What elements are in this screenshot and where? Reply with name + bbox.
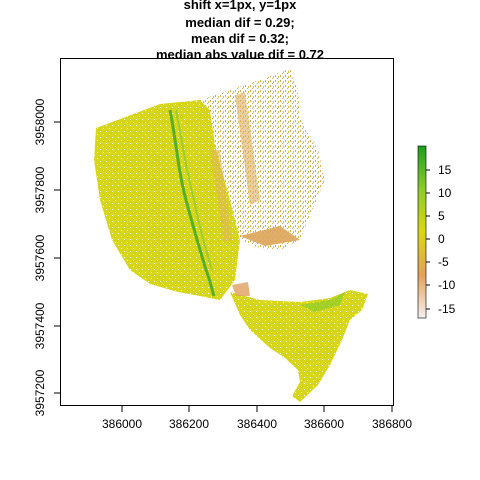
legend-tick-label: -15 [438,302,456,316]
y-tick-label: 3957800 [33,166,47,213]
y-tick-label: 3957600 [33,234,47,281]
plot-frame [60,58,394,406]
orange-streak [240,226,300,246]
color-legend: 15 10 5 0 -5 -10 -15 [417,145,456,319]
legend-tick-label: 5 [438,209,445,223]
x-axis: 386000 386200 386400 386600 386800 [102,406,412,431]
map-region-upper-right [200,68,325,250]
title-line-2: median dif = 0.29; [185,15,295,30]
title-line-1: shift x=1px, y=1px [183,0,297,12]
legend-tick-label: 0 [438,232,445,246]
map-region-left [94,100,240,300]
x-tick-label: 386800 [372,417,412,431]
river-channel [168,109,216,297]
legend-color-bar [417,145,427,319]
x-tick-label: 386000 [102,417,142,431]
x-tick-label: 386200 [169,417,209,431]
x-tick-label: 386600 [304,417,344,431]
legend-tick-label: 10 [438,186,452,200]
legend-tick-label: -5 [438,255,449,269]
map-region-lower-right [230,290,368,402]
y-axis: 3957200 3957400 3957600 3957800 3958000 [33,98,60,416]
orange-patch [232,282,250,296]
legend-tick-label: 15 [438,163,452,177]
green-patch [300,292,345,312]
x-tick-label: 386400 [237,417,277,431]
orange-streak-2 [235,92,260,205]
raster-map [94,68,368,402]
y-tick-label: 3958000 [33,98,47,145]
y-tick-label: 3957400 [33,302,47,349]
title-line-3: mean dif = 0.32; [191,31,289,46]
orange-streak-3 [210,150,232,242]
y-tick-label: 3957200 [33,369,47,416]
river-channel-2 [175,109,213,271]
legend-tick-label: -10 [438,278,456,292]
